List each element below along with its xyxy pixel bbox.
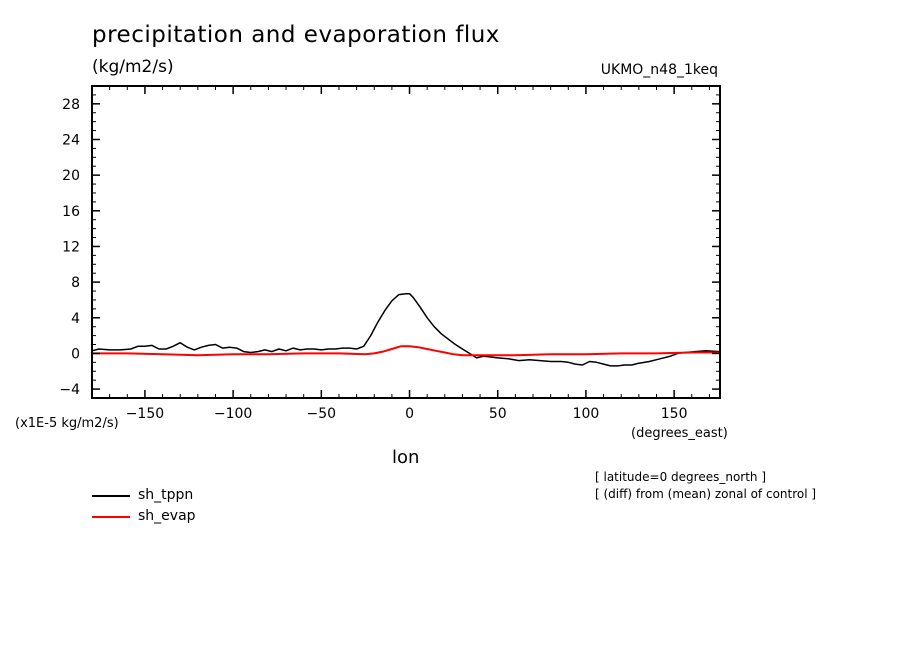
y-tick-label: 4: [71, 311, 80, 327]
plot-frame: [91, 85, 721, 399]
latitude-note: [ latitude=0 degrees_north ]: [595, 470, 767, 484]
x-axis-label: lon: [392, 447, 420, 468]
y-tick-label: 12: [62, 239, 80, 255]
units-label: (kg/m2/s): [92, 57, 174, 77]
y-tick-label: 28: [62, 97, 80, 113]
y-tick-label: 24: [62, 132, 80, 148]
x-tick-label: −150: [126, 406, 164, 422]
y-tick-label: −4: [59, 382, 80, 398]
x-tick-label: −100: [214, 406, 252, 422]
legend-swatch-sh-evap: [92, 516, 130, 518]
y-tick-label: 16: [62, 204, 80, 220]
scale-note: (x1E-5 kg/m2/s): [15, 416, 119, 431]
x-tick-label: −50: [307, 406, 337, 422]
legend-item-sh-tppn: sh_tppn: [92, 486, 312, 506]
diff-note: [ (diff) from (mean) zonal of control ]: [595, 487, 817, 501]
y-tick-label: 8: [71, 275, 80, 291]
legend-label-sh-evap: sh_evap: [138, 508, 196, 524]
series-line-sh-tppn: [91, 292, 721, 367]
x-tick-label: 50: [489, 406, 507, 422]
x-tick-label: 0: [405, 406, 414, 422]
chart-title: precipitation and evaporation flux: [92, 22, 500, 48]
x-units-label: (degrees_east): [631, 426, 728, 441]
y-tick-label: 0: [71, 346, 80, 362]
legend-item-sh-evap: sh_evap: [92, 507, 312, 527]
y-tick-label: 20: [62, 168, 80, 184]
series-line-sh-evap: [92, 345, 720, 357]
model-label: UKMO_n48_1keq: [600, 62, 718, 78]
legend-swatch-sh-tppn: [92, 495, 130, 497]
x-tick-label: 100: [573, 406, 600, 422]
x-tick-label: 150: [661, 406, 688, 422]
legend-label-sh-tppn: sh_tppn: [138, 487, 194, 503]
